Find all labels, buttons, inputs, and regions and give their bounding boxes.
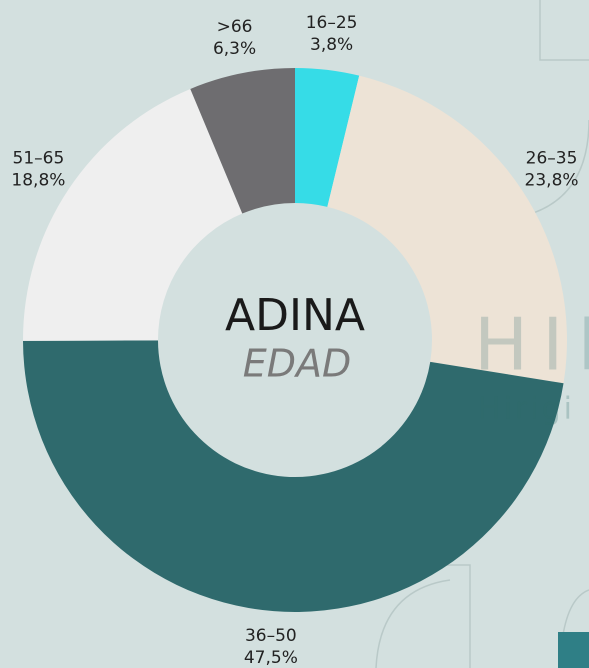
center-title: ADINA [225,290,365,341]
slice-category: 36–50 [245,626,297,646]
slice-category: >66 [217,17,253,37]
slice-value-label: 23,8% [525,171,579,191]
slice-value-label: 3,8% [310,35,353,55]
slice-category: 26–35 [526,149,578,169]
slice-value-label: 18,8% [11,171,65,191]
watermark: Hirigi [478,392,575,427]
slice-category: 51–65 [13,149,65,169]
center-subtitle: EDAD [243,342,352,386]
slice [23,88,243,341]
slice [327,75,567,384]
corner-block [558,632,589,668]
slice-value-label: 47,5% [244,648,298,668]
slice [295,68,360,207]
slice [190,68,295,214]
slice [23,340,564,612]
watermark: HIR [474,303,589,387]
slice-value-label: 6,3% [213,39,256,59]
slices [23,68,567,612]
slice-category: 16–25 [306,13,358,33]
